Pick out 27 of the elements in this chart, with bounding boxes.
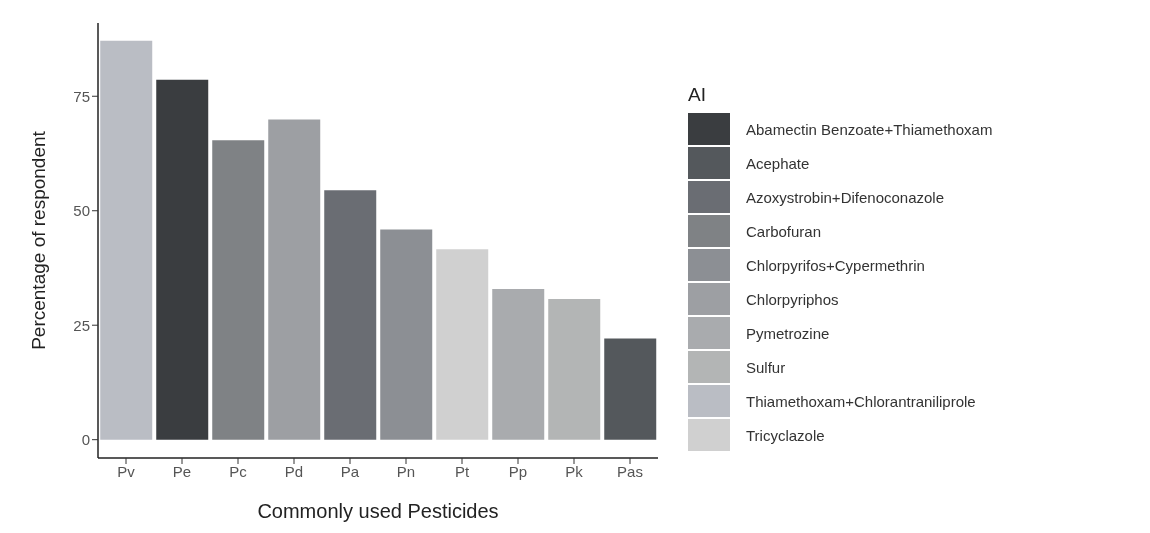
x-tick-label: Pk <box>565 462 584 480</box>
legend-label: Pymetrozine <box>746 324 830 342</box>
x-tick-label: Pp <box>508 462 528 480</box>
legend-label: Sulfur <box>746 358 786 376</box>
legend-label: Carbofuran <box>746 222 822 240</box>
x-tick-label: Pv <box>117 462 136 480</box>
x-axis-title: Commonly used Pesticides <box>257 500 499 522</box>
y-tick-label: 0 <box>81 431 90 449</box>
legend-title: AI <box>688 84 707 106</box>
y-tick-label: 25 <box>73 316 90 334</box>
x-tick-label: Pa <box>340 462 360 480</box>
legend-label: Azoxystrobin+Difenoconazole <box>746 188 945 206</box>
legend-label: Chlorpyriphos <box>746 290 839 308</box>
x-tick-label: Pc <box>229 462 248 480</box>
legend-label: Acephate <box>746 154 810 172</box>
x-tick-label: Pn <box>396 462 416 480</box>
x-tick-label: Pas <box>617 462 643 480</box>
legend-label: Tricyclazole <box>746 426 825 444</box>
x-tick-label: Pe <box>172 462 192 480</box>
legend-label: Thiamethoxam+Chlorantraniliprole <box>746 392 976 410</box>
y-axis-title: Percentage of respondent <box>27 130 49 350</box>
y-tick-label: 50 <box>73 202 90 220</box>
x-tick-label: Pt <box>454 462 470 480</box>
y-tick-label: 75 <box>73 87 90 105</box>
legend-label: Chlorpyrifos+Cypermethrin <box>746 256 925 274</box>
legend-label: Abamectin Benzoate+Thiamethoxam <box>746 120 993 138</box>
x-tick-label: Pd <box>284 462 304 480</box>
